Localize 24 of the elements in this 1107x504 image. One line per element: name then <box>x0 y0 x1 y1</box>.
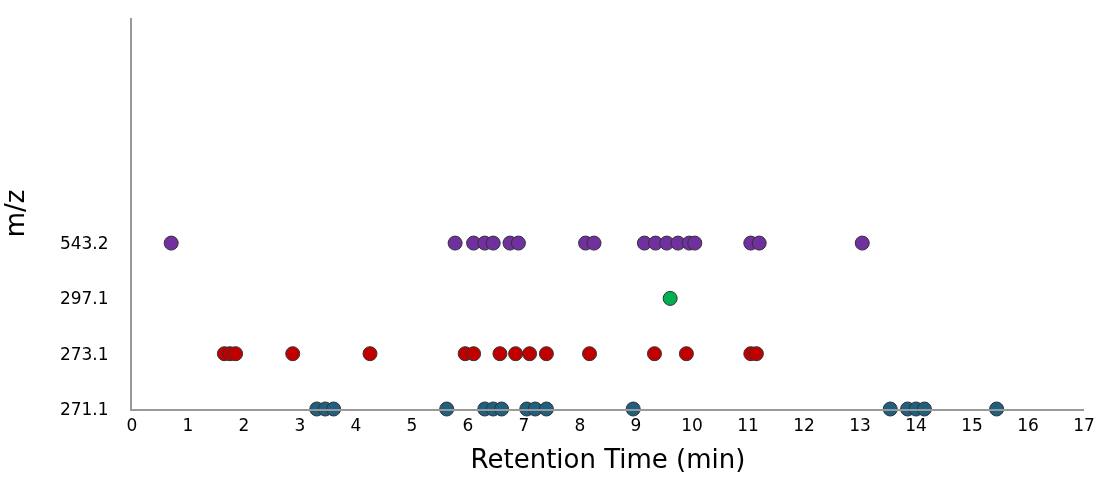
x-tick-label: 11 <box>737 415 759 436</box>
x-axis-title: Retention Time (min) <box>470 443 746 474</box>
x-tick-label: 16 <box>1017 415 1039 436</box>
x-tick-label: 5 <box>406 415 418 436</box>
x-tick-label: 7 <box>518 415 530 436</box>
x-tick-label: 2 <box>238 415 250 436</box>
x-tick-label: 3 <box>294 415 306 436</box>
x-tick-label: 4 <box>350 415 362 436</box>
y-axis-title: m/z <box>0 189 30 238</box>
x-tick-label: 0 <box>126 415 138 436</box>
x-tick-label: 6 <box>462 415 474 436</box>
x-tick-label: 13 <box>849 415 871 436</box>
x-tick-label: 1 <box>182 415 194 436</box>
x-tick-label: 9 <box>630 415 642 436</box>
y-tick-label: 297.1 <box>59 288 109 309</box>
x-tick-label: 8 <box>574 415 586 436</box>
x-tick-label: 15 <box>961 415 983 436</box>
x-tick-label: 17 <box>1073 415 1095 436</box>
y-tick-label: 271.1 <box>59 398 109 419</box>
y-tick-label: 273.1 <box>59 343 109 364</box>
x-tick-label: 14 <box>905 415 927 436</box>
x-tick-label: 10 <box>681 415 703 436</box>
y-tick-label: 543.2 <box>59 233 109 254</box>
x-tick-label: 12 <box>793 415 815 436</box>
